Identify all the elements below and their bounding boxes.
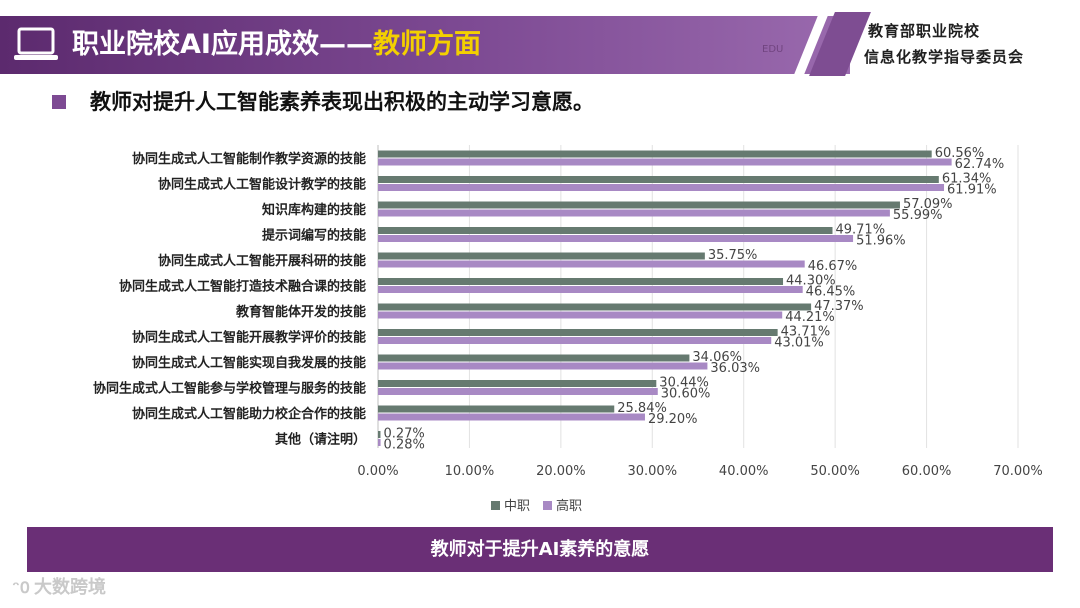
bar-zhongzhi [378, 278, 784, 285]
bar-zhongzhi [378, 431, 381, 438]
x-tick-label: 30.00% [627, 464, 677, 479]
data-label-zhongzhi: 43.71% [781, 325, 831, 340]
org-title-line1: 教育部职业院校 [868, 22, 981, 40]
bar-gaozhi [378, 209, 890, 217]
bullet-square-icon [52, 95, 66, 109]
data-label-zhongzhi: 57.09% [903, 197, 953, 212]
data-label-gaozhi: 29.20% [648, 412, 698, 427]
x-tick-label: 60.00% [902, 464, 952, 479]
bar-gaozhi [378, 337, 772, 344]
data-label-gaozhi: 55.99% [893, 208, 943, 223]
org-title: 教育部职业院校 信息化教学指导委员会 [864, 18, 1074, 70]
data-label-gaozhi: 36.03% [710, 361, 760, 376]
x-tick-label: 0.00% [357, 464, 398, 479]
watermark-text: 大数跨境 [33, 577, 106, 598]
bar-gaozhi [378, 362, 708, 370]
x-tick-label: 50.00% [810, 464, 860, 479]
category-label: 协同生成式人工智能制作教学资源的技能 [132, 151, 366, 167]
caption-text: 教师对于提升AI素养的意愿 [430, 539, 650, 560]
watermark: ᵔ𝟢 大数跨境 [12, 573, 106, 603]
x-tick-label: 70.00% [993, 464, 1043, 479]
data-label-zhongzhi: 60.56% [935, 146, 985, 161]
data-label-gaozhi: 61.91% [947, 183, 997, 198]
legend-zhongzhi-label: 中职 [504, 499, 530, 514]
legend-zhongzhi-swatch [491, 501, 500, 510]
category-label: 提示词编写的技能 [262, 228, 366, 244]
data-label-gaozhi: 44.21% [785, 310, 835, 325]
category-label: 协同生成式人工智能参与学校管理与服务的技能 [93, 381, 366, 397]
bar-gaozhi [378, 439, 381, 446]
small-mark: EDU [762, 44, 784, 55]
bar-zhongzhi [378, 201, 900, 209]
category-label: 协同生成式人工智能实现自我发展的技能 [132, 355, 366, 371]
laptop-icon [14, 27, 58, 60]
header-banner [0, 16, 850, 74]
x-tick-label: 10.00% [445, 464, 495, 479]
bar-zhongzhi [378, 227, 833, 234]
data-label-zhongzhi: 61.34% [942, 172, 992, 187]
bar-zhongzhi [378, 354, 690, 362]
category-label: 协同生成式人工智能助力校企合作的技能 [132, 406, 366, 422]
bar-gaozhi [378, 286, 803, 293]
legend-gaozhi-swatch [543, 501, 552, 510]
category-label: 其他（请注明） [275, 432, 366, 448]
caption-bar: 教师对于提升AI素养的意愿 [27, 527, 1053, 572]
data-label-gaozhi: 0.28% [384, 438, 425, 453]
bar-gaozhi [378, 184, 945, 191]
category-label: 协同生成式人工智能开展科研的技能 [158, 253, 366, 269]
headline: 教师对提升人工智能素养表现出积极的主动学习意愿。 [90, 90, 594, 114]
bar-zhongzhi [378, 405, 615, 413]
data-label-gaozhi: 62.74% [955, 157, 1005, 172]
watermark-logo-icon: ᵔ𝟢 [12, 578, 30, 597]
data-label-zhongzhi: 30.44% [659, 376, 709, 391]
bar-zhongzhi [378, 329, 778, 336]
data-label-gaozhi: 46.67% [808, 259, 858, 274]
category-label: 教育智能体开发的技能 [235, 304, 366, 320]
bar-zhongzhi [378, 176, 939, 183]
page-title-highlight: 教师方面 [372, 29, 481, 60]
data-label-gaozhi: 30.60% [661, 387, 711, 402]
data-label-zhongzhi: 0.27% [383, 427, 424, 442]
bar-zhongzhi [378, 303, 812, 311]
bar-gaozhi [378, 235, 854, 242]
data-label-gaozhi: 46.45% [806, 285, 856, 300]
bar-zhongzhi [378, 380, 657, 387]
data-label-gaozhi: 51.96% [856, 234, 906, 249]
data-label-zhongzhi: 25.84% [617, 401, 667, 416]
x-tick-label: 40.00% [719, 464, 769, 479]
data-label-zhongzhi: 49.71% [835, 223, 885, 238]
bar-gaozhi [378, 311, 783, 319]
category-label: 协同生成式人工智能打造技术融合课的技能 [119, 279, 366, 295]
category-label: 知识库构建的技能 [262, 202, 366, 218]
category-label: 协同生成式人工智能开展教学评价的技能 [132, 330, 366, 346]
page-title: 职业院校AI应用成效——教师方面 [72, 22, 481, 68]
x-tick-label: 20.00% [536, 464, 586, 479]
bar-gaozhi [378, 388, 658, 395]
data-label-gaozhi: 43.01% [774, 336, 824, 351]
data-label-zhongzhi: 35.75% [708, 248, 758, 263]
bar-gaozhi [378, 158, 952, 166]
page-title-main: 职业院校AI应用成效—— [72, 29, 373, 60]
data-label-zhongzhi: 47.37% [814, 299, 864, 314]
category-label: 协同生成式人工智能设计教学的技能 [158, 177, 366, 193]
org-title-line2: 信息化教学指导委员会 [864, 48, 1025, 66]
bar-zhongzhi [378, 252, 705, 260]
bar-zhongzhi [378, 150, 932, 158]
legend-gaozhi-label: 高职 [556, 498, 582, 514]
data-label-zhongzhi: 44.30% [786, 274, 836, 289]
bar-gaozhi [378, 413, 645, 421]
data-label-zhongzhi: 34.06% [692, 350, 742, 365]
bar-gaozhi [378, 260, 805, 268]
